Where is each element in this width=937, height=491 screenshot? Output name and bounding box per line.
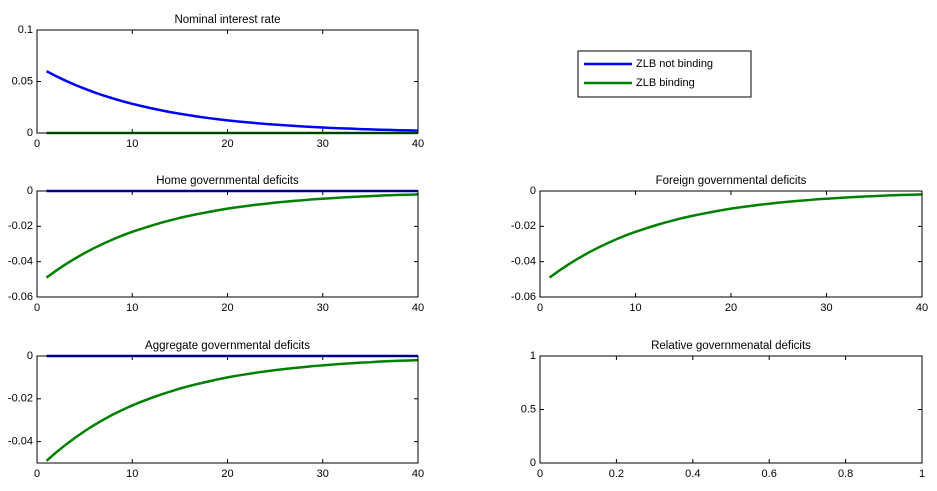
y-tick-label: 0 [27, 127, 33, 139]
x-tick-label: 20 [221, 138, 233, 150]
x-tick-label: 40 [412, 138, 424, 150]
x-tick-label: 0 [537, 468, 543, 480]
chart-title: Relative governmenatal deficits [651, 340, 811, 352]
axes-box [36, 29, 419, 134]
x-tick-label: 20 [221, 302, 233, 314]
legend-box [577, 50, 752, 98]
y-tick-label: 0 [27, 350, 33, 362]
line-series [45, 358, 419, 462]
line-series [548, 193, 923, 279]
x-tick-label: 0 [34, 138, 40, 150]
axes-box [539, 355, 923, 464]
x-tick-label: 0 [34, 468, 40, 480]
y-tick-label: -0.02 [511, 220, 536, 232]
x-tick-label: 30 [317, 468, 329, 480]
x-tick-label: 30 [317, 138, 329, 150]
x-tick-label: 0.6 [762, 468, 777, 480]
y-tick-label: -0.02 [8, 393, 33, 405]
axes-box [36, 355, 419, 464]
chart-title: Aggregate governmental deficits [145, 340, 310, 352]
y-tick-label: -0.04 [8, 256, 33, 268]
x-tick-label: 40 [412, 302, 424, 314]
x-tick-label: 0 [34, 302, 40, 314]
chart-title: Home governmental deficits [156, 175, 299, 187]
line-series [45, 70, 419, 132]
x-tick-label: 40 [412, 468, 424, 480]
chart-title: Nominal interest rate [174, 14, 280, 26]
y-tick-label: 0.05 [12, 75, 33, 87]
x-tick-label: 30 [820, 302, 832, 314]
legend-label: ZLB not binding [636, 58, 713, 70]
x-tick-label: 40 [916, 302, 928, 314]
y-tick-label: 1 [530, 350, 536, 362]
y-tick-label: 0 [530, 457, 536, 469]
x-tick-label: 30 [317, 302, 329, 314]
x-tick-label: 20 [221, 468, 233, 480]
y-tick-label: -0.04 [511, 256, 536, 268]
line-series [45, 193, 419, 279]
x-tick-label: 0.8 [838, 468, 853, 480]
y-tick-label: 0.1 [18, 24, 33, 36]
axes-box [539, 190, 923, 298]
x-tick-label: 0.2 [609, 468, 624, 480]
legend-label: ZLB binding [636, 77, 695, 89]
axes-box [36, 190, 419, 298]
x-tick-label: 0 [537, 302, 543, 314]
x-tick-label: 10 [126, 468, 138, 480]
y-tick-label: 0.5 [521, 403, 536, 415]
y-tick-label: -0.02 [8, 220, 33, 232]
chart-title: Foreign governmental deficits [656, 175, 807, 187]
y-tick-label: -0.06 [8, 291, 33, 303]
x-tick-label: 10 [126, 138, 138, 150]
y-tick-label: 0 [27, 185, 33, 197]
x-tick-label: 10 [629, 302, 641, 314]
x-tick-label: 1 [919, 468, 925, 480]
x-tick-label: 10 [126, 302, 138, 314]
y-tick-label: -0.06 [511, 291, 536, 303]
x-tick-label: 20 [725, 302, 737, 314]
x-tick-label: 0.4 [685, 468, 700, 480]
y-tick-label: 0 [530, 185, 536, 197]
y-tick-label: -0.04 [8, 436, 33, 448]
